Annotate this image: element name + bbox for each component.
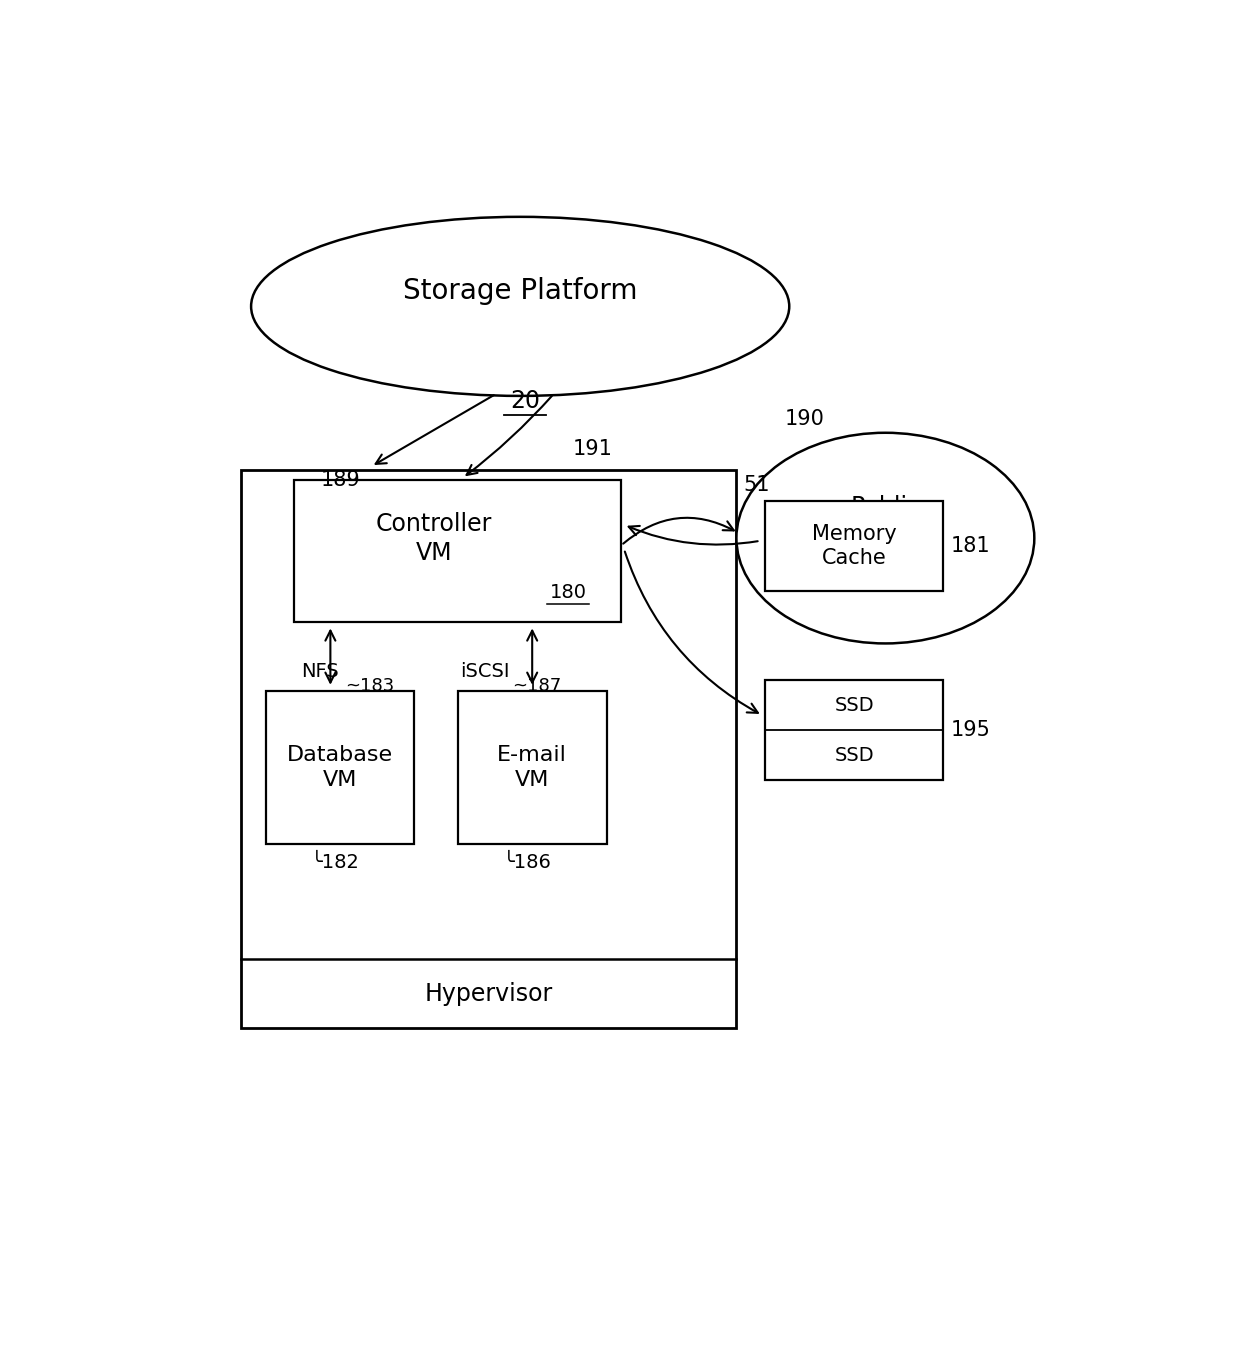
Text: Database
VM: Database VM [286, 744, 393, 789]
Text: E-mail
VM: E-mail VM [497, 744, 567, 789]
Text: Hypervisor: Hypervisor [425, 982, 553, 1005]
Bar [265, 691, 414, 844]
Bar [458, 691, 606, 844]
Text: Controller
VM: Controller VM [376, 512, 492, 565]
Text: 181: 181 [951, 536, 991, 555]
Bar [242, 469, 737, 1027]
Text: Public
Cloud
Storage: Public Cloud Storage [839, 494, 931, 581]
Ellipse shape [737, 432, 1034, 643]
Text: 180: 180 [549, 583, 587, 602]
Text: ~187: ~187 [512, 677, 562, 695]
Ellipse shape [250, 218, 790, 395]
Text: 190: 190 [785, 409, 825, 430]
Text: SSD: SSD [835, 696, 874, 715]
Text: ╰186: ╰186 [503, 854, 552, 871]
Text: 191: 191 [573, 439, 613, 458]
Text: Storage Platform: Storage Platform [403, 276, 637, 305]
Bar [294, 480, 621, 622]
Text: SSD: SSD [835, 746, 874, 765]
Text: 51: 51 [743, 476, 770, 495]
Bar [765, 501, 944, 591]
Text: ~183: ~183 [345, 677, 394, 695]
Text: NFS: NFS [301, 662, 339, 681]
Text: 189: 189 [320, 471, 360, 490]
Text: Memory
Cache: Memory Cache [812, 524, 897, 568]
Bar [765, 680, 944, 780]
Text: 195: 195 [951, 721, 991, 740]
Text: ╰182: ╰182 [311, 854, 360, 871]
Text: 20: 20 [510, 389, 539, 413]
Text: iSCSI: iSCSI [460, 662, 510, 681]
